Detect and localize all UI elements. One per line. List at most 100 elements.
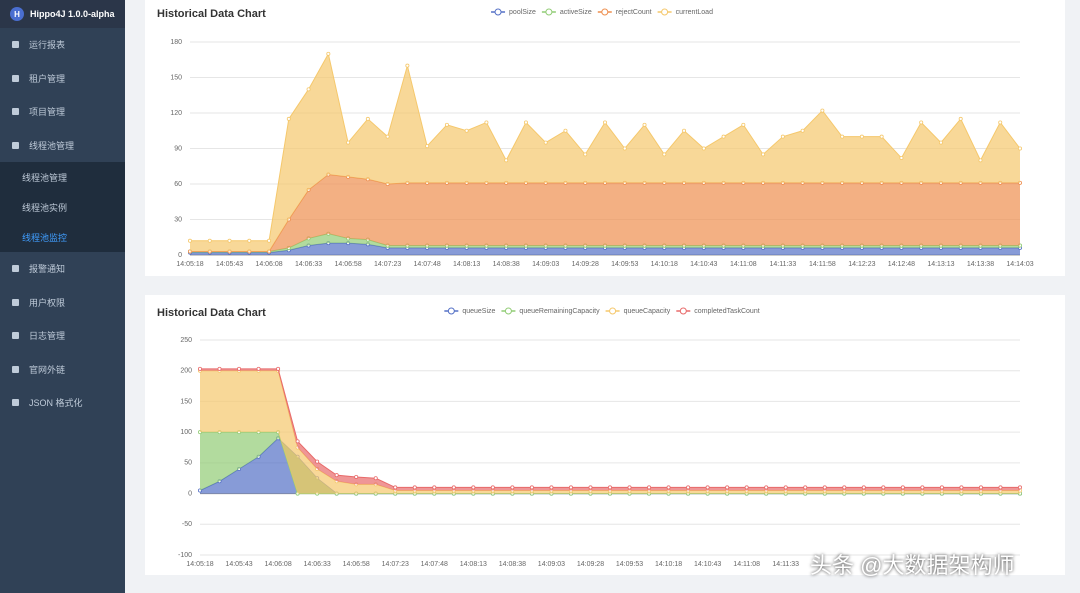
menu-item[interactable]: JSON 格式化: [0, 386, 125, 420]
x-tick-label: 14:11:08: [730, 261, 757, 268]
point: [959, 485, 964, 490]
area: [190, 174, 1020, 252]
chart-card: Historical Data Chart -100 -50 0 50 100 150 200…: [145, 295, 1065, 575]
point: [490, 485, 495, 490]
point: [484, 120, 489, 125]
menu-item[interactable]: 报警通知: [0, 252, 125, 286]
point: [978, 158, 983, 163]
menu-icon: [12, 365, 19, 373]
x-tick-label: 14:06:33: [304, 561, 331, 568]
menu-item[interactable]: 项目管理: [0, 95, 125, 129]
menu-label: 线程池管理: [29, 140, 75, 151]
point: [444, 122, 449, 127]
y-tick-label: 0: [178, 252, 182, 259]
point: [588, 485, 593, 490]
menu-item[interactable]: 运行报表: [0, 28, 125, 62]
menu-icon: [12, 265, 19, 273]
point: [879, 134, 884, 139]
legend-item[interactable]: poolSize: [491, 8, 536, 16]
legend-item[interactable]: queueRemainingCapacity: [501, 307, 600, 315]
point: [207, 238, 212, 243]
chart: Historical Data Chart 0 30 60 90 120 150 180 14:…: [157, 8, 1034, 268]
x-tick-label: 14:12:48: [888, 261, 915, 268]
point: [861, 485, 866, 490]
menu-label: 线程池实例: [22, 202, 68, 213]
menu-item[interactable]: 租户管理: [0, 62, 125, 96]
legend-label: currentLoad: [676, 9, 713, 16]
point: [510, 485, 515, 490]
point: [744, 485, 749, 490]
legend-item[interactable]: queueSize: [444, 307, 496, 315]
x-tick-label: 14:06:33: [295, 261, 322, 268]
menu-item[interactable]: 官网外链: [0, 353, 125, 387]
menu-icon: [12, 399, 19, 407]
point: [354, 474, 359, 479]
menu-label: 线程池监控: [22, 232, 68, 243]
point: [705, 485, 710, 490]
submenu-item[interactable]: 线程池实例: [0, 192, 125, 222]
submenu-item[interactable]: 线程池管理: [0, 162, 125, 192]
brand[interactable]: H Hippo4J 1.0.0-alpha: [0, 0, 125, 28]
point: [998, 120, 1003, 125]
chart-card: Historical Data Chart 0 30 60 90 120 150 180 14:…: [145, 0, 1065, 276]
point: [666, 485, 671, 490]
x-tick-label: 14:07:23: [374, 261, 401, 268]
y-tick-label: 50: [184, 460, 192, 467]
x-tick-label: 14:08:13: [453, 261, 480, 268]
point: [741, 122, 746, 127]
x-tick-label: 14:06:58: [334, 261, 361, 268]
legend-marker: [494, 8, 502, 16]
point: [451, 485, 456, 490]
point: [842, 485, 847, 490]
point: [549, 485, 554, 490]
legend-item[interactable]: currentLoad: [657, 8, 713, 16]
x-tick-label: 14:11:33: [772, 561, 799, 568]
point: [405, 63, 410, 68]
legend-item[interactable]: completedTaskCount: [676, 307, 760, 315]
menu-item[interactable]: 线程池管理: [0, 129, 125, 163]
point: [920, 485, 925, 490]
submenu: 线程池管理线程池实例线程池监控: [0, 162, 125, 252]
y-tick-label: 150: [180, 398, 192, 405]
legend-item[interactable]: activeSize: [541, 8, 592, 16]
x-tick-label: 14:10:18: [655, 561, 682, 568]
submenu-item[interactable]: 线程池监控: [0, 222, 125, 252]
point: [373, 476, 378, 481]
legend-label: rejectCount: [616, 9, 652, 16]
x-tick-label: 14:10:43: [690, 261, 717, 268]
x-tick-label: 14:13:38: [967, 261, 994, 268]
x-tick-label: 14:08:38: [499, 561, 526, 568]
legend-item[interactable]: queueCapacity: [605, 307, 671, 315]
y-tick-label: 180: [170, 39, 182, 46]
point: [393, 485, 398, 490]
x-tick-label: 14:09:28: [572, 261, 599, 268]
point: [295, 439, 300, 444]
y-tick-label: 200: [180, 368, 192, 375]
point: [622, 146, 627, 151]
area: [200, 368, 1020, 491]
x-tick-label: 14:09:03: [532, 261, 559, 268]
point: [425, 144, 430, 149]
point: [822, 485, 827, 490]
point: [385, 134, 390, 139]
point: [602, 120, 607, 125]
chart-title: Historical Data Chart: [157, 307, 266, 319]
menu-item[interactable]: 用户权限: [0, 286, 125, 320]
point: [662, 152, 667, 157]
menu-item[interactable]: 日志管理: [0, 319, 125, 353]
watermark: 头条 @大数据架构师: [810, 553, 1015, 578]
point: [529, 485, 534, 490]
menu-label: 项目管理: [29, 107, 66, 118]
point: [326, 51, 331, 56]
point: [642, 122, 647, 127]
x-tick-label: 14:05:43: [225, 561, 252, 568]
legend-item[interactable]: rejectCount: [597, 8, 652, 16]
legend-marker: [545, 8, 553, 16]
point: [568, 485, 573, 490]
point: [346, 140, 351, 145]
x-tick-label: 14:10:43: [694, 561, 721, 568]
point: [471, 485, 476, 490]
point: [334, 473, 339, 478]
point: [998, 485, 1003, 490]
point: [464, 128, 469, 133]
